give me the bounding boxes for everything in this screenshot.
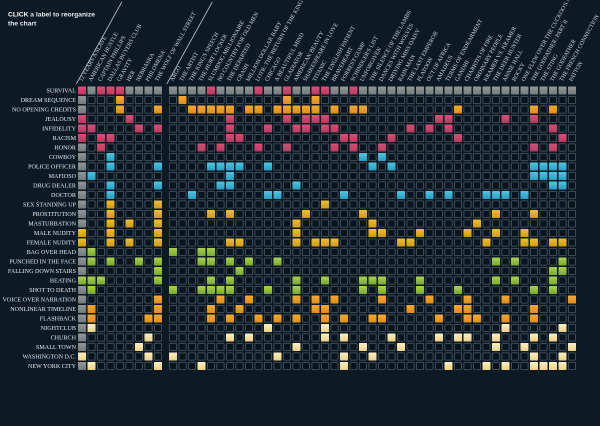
svg-text:SHOT TO DEATH: SHOT TO DEATH: [29, 288, 76, 294]
svg-text:JEALOUSY: JEALOUSY: [45, 117, 76, 123]
svg-text:POLICE OFFICER: POLICE OFFICER: [28, 164, 77, 170]
svg-text:CHURCH: CHURCH: [51, 335, 77, 341]
svg-text:COWBOY: COWBOY: [49, 155, 77, 161]
svg-text:MASTURBATION: MASTURBATION: [28, 221, 76, 227]
svg-text:MAFIOSO: MAFIOSO: [49, 174, 77, 180]
svg-text:PUNCHED IN THE FACE: PUNCHED IN THE FACE: [9, 259, 76, 265]
svg-text:SEX STANDING UP: SEX STANDING UP: [23, 202, 77, 208]
svg-text:DREAM SEQUENCE: DREAM SEQUENCE: [21, 98, 77, 104]
svg-text:FALLING DOWN STAIRS: FALLING DOWN STAIRS: [8, 269, 77, 275]
svg-text:NEW YORK CITY: NEW YORK CITY: [28, 364, 77, 370]
svg-text:WASHINGTON D.C.: WASHINGTON D.C.: [22, 354, 76, 360]
svg-text:the chart: the chart: [8, 21, 37, 28]
svg-text:DOCTOR: DOCTOR: [51, 193, 77, 199]
svg-text:RACISM: RACISM: [53, 136, 77, 142]
svg-text:DRUG DEALER: DRUG DEALER: [33, 183, 77, 189]
svg-text:FLASHBACK: FLASHBACK: [40, 316, 77, 322]
svg-text:BAG OVER HEAD: BAG OVER HEAD: [27, 250, 77, 256]
svg-text:BEATING: BEATING: [50, 278, 77, 284]
svg-text:NONLINEAR TIMELINE: NONLINEAR TIMELINE: [10, 307, 76, 313]
svg-text:SURVIVAL: SURVIVAL: [46, 88, 76, 94]
svg-text:NIGHTCLUB: NIGHTCLUB: [41, 326, 76, 332]
svg-text:CLICK a label to reorganize: CLICK a label to reorganize: [8, 11, 95, 18]
svg-text:FEMALE NUDITY: FEMALE NUDITY: [27, 240, 77, 246]
svg-text:MALE NUDITY: MALE NUDITY: [34, 231, 77, 237]
svg-text:PROSTITUTION: PROSTITUTION: [32, 212, 76, 218]
svg-text:VOICE OVER NARRATION: VOICE OVER NARRATION: [3, 297, 77, 303]
svg-text:HER: HER: [126, 70, 137, 83]
svg-text:HONOR: HONOR: [54, 145, 77, 151]
svg-text:INFIDELITY: INFIDELITY: [42, 126, 76, 132]
svg-text:SMALL TOWN: SMALL TOWN: [36, 345, 77, 351]
svg-text:NO OPENING CREDITS: NO OPENING CREDITS: [12, 107, 77, 113]
